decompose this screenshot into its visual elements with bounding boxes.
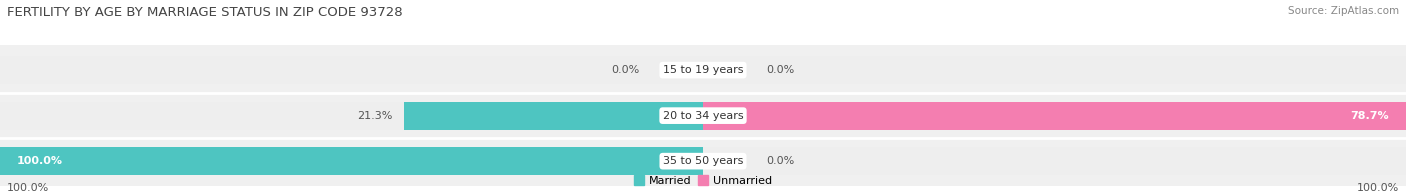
Text: 15 to 19 years: 15 to 19 years [662,65,744,75]
Text: 100.0%: 100.0% [7,183,49,193]
Text: 0.0%: 0.0% [766,156,794,166]
Text: 21.3%: 21.3% [357,111,392,121]
Bar [703,102,1406,130]
Legend: Married, Unmarried: Married, Unmarried [630,171,776,191]
Text: 100.0%: 100.0% [17,156,63,166]
Text: 0.0%: 0.0% [766,65,794,75]
Bar [0,147,1406,175]
Text: 35 to 50 years: 35 to 50 years [662,156,744,166]
Text: 0.0%: 0.0% [612,65,640,75]
Bar [0,56,1406,84]
Text: 78.7%: 78.7% [1351,111,1389,121]
Bar [404,102,703,130]
Text: 20 to 34 years: 20 to 34 years [662,111,744,121]
Text: FERTILITY BY AGE BY MARRIAGE STATUS IN ZIP CODE 93728: FERTILITY BY AGE BY MARRIAGE STATUS IN Z… [7,6,402,19]
Bar [0,147,703,175]
Text: 100.0%: 100.0% [1357,183,1399,193]
Text: Source: ZipAtlas.com: Source: ZipAtlas.com [1288,6,1399,16]
Bar [0,102,1406,130]
